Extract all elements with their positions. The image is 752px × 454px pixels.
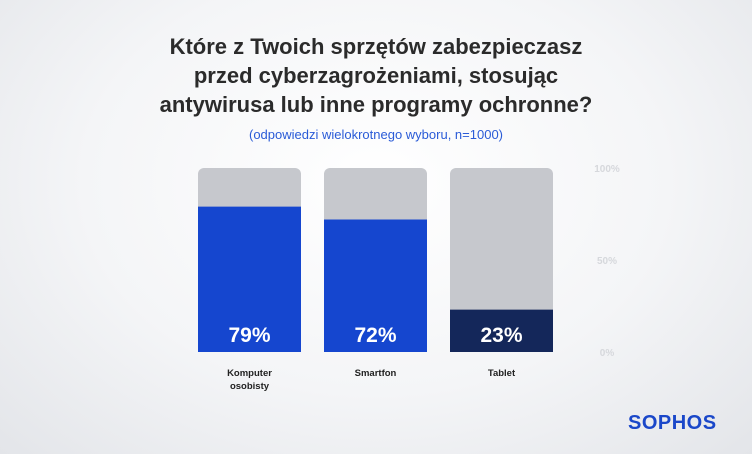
bar-remainder	[450, 168, 553, 352]
category-label: Smartfon	[355, 368, 397, 379]
chart-title-line: Które z Twoich sprzętów zabezpieczasz	[169, 34, 583, 59]
bar	[324, 219, 427, 352]
bar-value-label: 79%	[228, 324, 270, 347]
category-label: Komputer	[227, 368, 272, 379]
category-label: Tablet	[488, 368, 516, 379]
y-tick-label: 100%	[594, 164, 620, 175]
sophos-logo: SOPHOS	[628, 412, 717, 434]
bar-value-label: 72%	[354, 324, 396, 347]
chart-title-line: przed cyberzagrożeniami, stosując	[193, 63, 559, 88]
bar	[198, 206, 301, 352]
chart-title: Które z Twoich sprzętów zabezpieczasz pr…	[0, 32, 752, 119]
chart-title-line: antywirusa lub inne programy ochronne?	[159, 92, 593, 117]
bar	[450, 309, 553, 352]
chart-subtitle: (odpowiedzi wielokrotnego wyboru, n=1000…	[248, 127, 503, 142]
bar-value-label: 23%	[480, 324, 522, 347]
y-tick-label: 50%	[597, 256, 617, 267]
category-label: osobisty	[230, 381, 270, 392]
y-tick-label: 0%	[600, 348, 615, 359]
